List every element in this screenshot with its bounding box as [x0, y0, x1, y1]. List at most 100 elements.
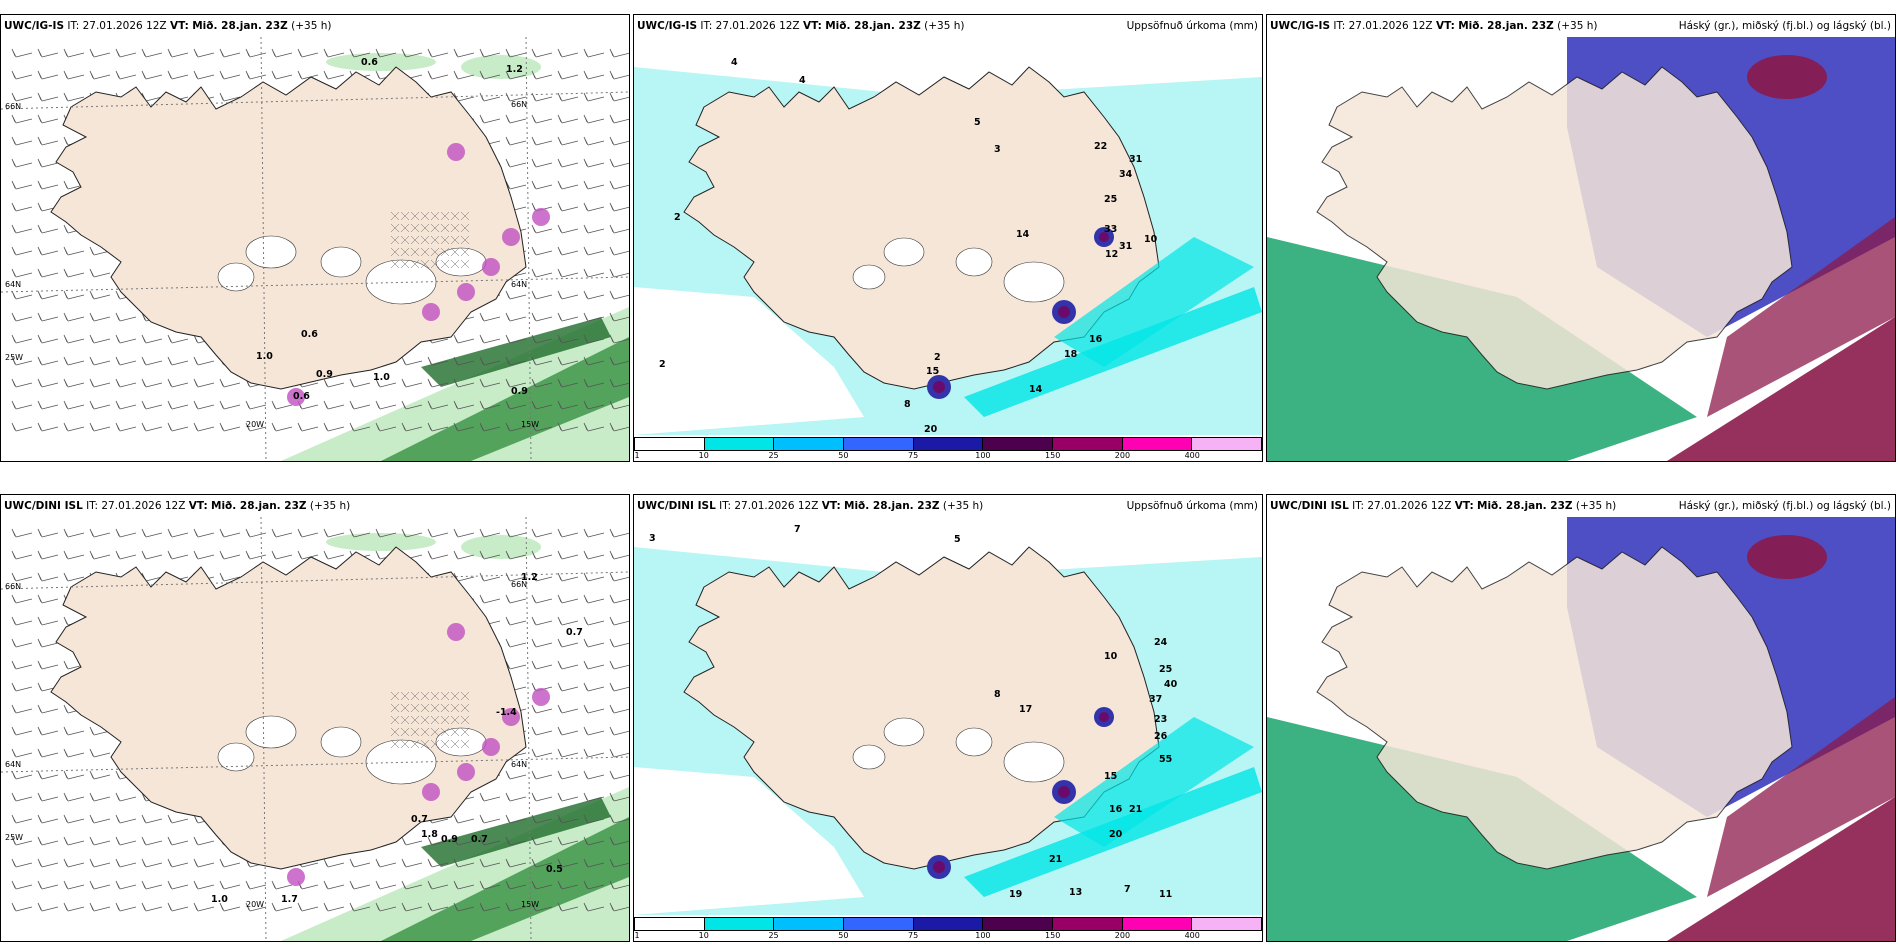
wind-barb	[479, 902, 501, 912]
wind-barb	[531, 880, 553, 890]
wind-barb	[583, 638, 605, 648]
wind-barb	[505, 48, 527, 58]
wind-barb	[141, 356, 163, 366]
value-label: 11	[1159, 889, 1172, 900]
value-label: 19	[1009, 889, 1022, 900]
snow-cell-0	[422, 303, 440, 321]
dry-area-north	[634, 37, 1262, 97]
wind-barb	[427, 836, 449, 846]
wind-barb	[505, 528, 527, 538]
wind-barb	[609, 616, 629, 626]
glacier-3	[852, 744, 886, 770]
wind-barb	[583, 726, 605, 736]
wind-barb	[531, 528, 553, 538]
wind-barb	[479, 528, 501, 538]
precip-color-scale: 1 10 25 50 75 100 150 200 400	[634, 915, 1262, 941]
wind-barb	[557, 114, 579, 124]
wind-barb	[37, 726, 59, 736]
wind-barb	[167, 70, 189, 80]
wind-barb	[557, 572, 579, 582]
wind-barb	[219, 422, 241, 432]
wind-barb	[557, 594, 579, 604]
wind-barb	[89, 290, 111, 300]
wind-barb	[37, 92, 59, 102]
wind-barb	[505, 814, 527, 824]
wind-barb	[63, 422, 85, 432]
wind-barb	[453, 400, 475, 410]
wind-barb	[37, 550, 59, 560]
hatch-areas	[390, 691, 470, 749]
wind-barb	[89, 268, 111, 278]
wind-barb	[323, 880, 345, 890]
scale-swatch	[704, 918, 775, 930]
map-panel-igis-wind: UWC/IG-IS IT: 27.01.2026 12Z VT: Mið. 28…	[0, 14, 630, 462]
wind-barb	[583, 356, 605, 366]
wind-barb	[557, 748, 579, 758]
wind-barb	[37, 814, 59, 824]
wind-barb	[141, 422, 163, 432]
valid-time: Mið. 28.jan. 23Z	[1458, 20, 1554, 32]
heavy-precip-core-1	[933, 381, 945, 393]
glacier-1	[955, 727, 993, 757]
wind-barb	[401, 858, 423, 868]
wind-barb	[401, 902, 423, 912]
wind-barb	[115, 334, 137, 344]
wind-barb	[63, 400, 85, 410]
wind-barb	[219, 572, 241, 582]
wind-barb	[271, 422, 293, 432]
wind-barb	[479, 814, 501, 824]
wind-barb	[557, 880, 579, 890]
value-label: 15	[926, 366, 939, 377]
wind-barb	[479, 70, 501, 80]
snow-cell-1	[457, 763, 475, 781]
wind-barb	[531, 792, 553, 802]
wind-barb	[37, 528, 59, 538]
wind-barb	[609, 748, 629, 758]
it-label: IT:	[1333, 20, 1346, 32]
scale-tick-label: 150	[1045, 931, 1061, 940]
mid-cloud-northeast	[1747, 535, 1827, 579]
wind-barb	[401, 422, 423, 432]
wind-barb	[37, 136, 59, 146]
snow-cell-6	[532, 208, 550, 226]
wind-barb	[609, 858, 629, 868]
wind-barb	[557, 70, 579, 80]
wind-barb	[531, 70, 553, 80]
wind-barb	[349, 858, 371, 868]
dry-area-southwest	[634, 287, 864, 435]
vt-label: VT:	[188, 500, 208, 512]
wind-barb	[583, 836, 605, 846]
wind-barb	[401, 528, 423, 538]
wind-barb	[11, 682, 33, 692]
valid-time: Mið. 28.jan. 23Z	[825, 20, 921, 32]
scale-swatch	[774, 438, 845, 450]
glacier-1	[320, 726, 362, 758]
wind-barb	[557, 638, 579, 648]
wind-barb	[427, 550, 449, 560]
wind-barb	[531, 290, 553, 300]
wind-barb	[141, 858, 163, 868]
wind-barb	[531, 858, 553, 868]
wind-barb	[505, 312, 527, 322]
wind-barb	[557, 158, 579, 168]
scale-tick-label: 1	[634, 931, 640, 940]
wind-barb	[11, 92, 33, 102]
value-label: 31	[1129, 154, 1142, 165]
map-canvas: 1.2 0.7 -1.4 0.7 0.9 0.7 0.5 1.8 1.0 1.7 20W 15W 66N…	[1, 517, 629, 941]
wind-barb	[245, 880, 267, 890]
wind-barb	[11, 748, 33, 758]
wind-barb	[141, 550, 163, 560]
wind-barb	[219, 92, 241, 102]
map-panel-dini-wind: UWC/DINI ISL IT: 27.01.2026 12Z VT: Mið.…	[0, 494, 630, 942]
scale-tick-label: 200	[1114, 931, 1131, 940]
wind-barb	[557, 334, 579, 344]
wind-barb	[11, 550, 33, 560]
wind-barb	[531, 356, 553, 366]
glacier-0	[883, 717, 925, 747]
wind-barb	[479, 550, 501, 560]
scale-tick-label: 10	[698, 451, 709, 460]
value-label: 1.0	[211, 894, 228, 905]
wind-barb	[245, 400, 267, 410]
value-label: 21	[1129, 804, 1142, 815]
